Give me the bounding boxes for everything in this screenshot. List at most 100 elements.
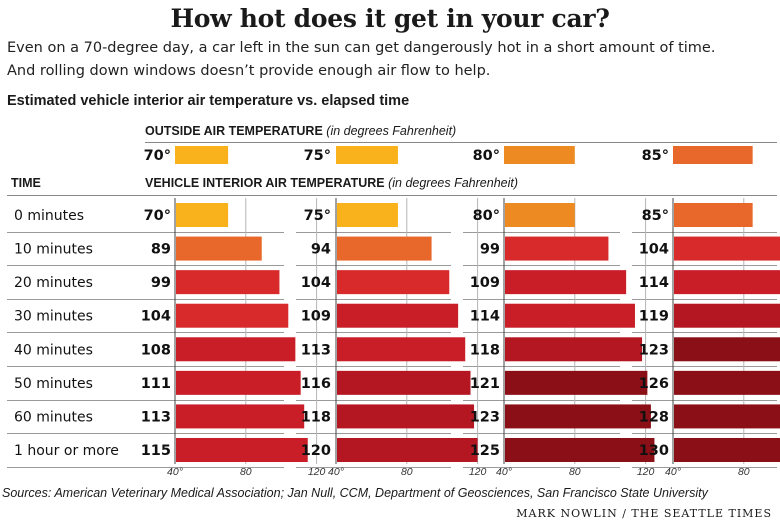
interior-temp-value: 128 bbox=[639, 409, 669, 425]
interior-temp-bar bbox=[337, 337, 466, 362]
interior-temp-value: 99 bbox=[151, 275, 171, 291]
time-label: 10 minutes bbox=[14, 242, 93, 258]
outside-temp-value: 70° bbox=[144, 148, 171, 164]
outside-temp-swatch bbox=[336, 146, 398, 164]
interior-temp-bar bbox=[505, 437, 655, 462]
interior-temp-bar bbox=[674, 404, 780, 429]
tick-label: 80 bbox=[738, 466, 750, 478]
subtitle-line-2: And rolling down windows doesn’t provide… bbox=[7, 63, 491, 79]
interior-temp-value: 89 bbox=[151, 242, 171, 258]
interior-temp-bar bbox=[337, 303, 459, 328]
credit-line: MARK NOWLIN / THE SEATTLE TIMES bbox=[516, 507, 772, 520]
interior-temp-value: 104 bbox=[639, 242, 669, 258]
interior-temp-bar bbox=[176, 236, 262, 261]
interior-temp-label: VEHICLE INTERIOR AIR TEMPERATURE bbox=[145, 176, 385, 190]
interior-temp-value: 109 bbox=[301, 309, 331, 325]
page-title: How hot does it get in your car? bbox=[170, 4, 610, 33]
interior-temp-bar bbox=[337, 370, 471, 395]
tick-label: 40° bbox=[328, 466, 344, 478]
interior-temp-heading: VEHICLE INTERIOR AIR TEMPERATURE (in deg… bbox=[145, 176, 518, 190]
subtitle-line-1: Even on a 70-degree day, a car left in t… bbox=[7, 40, 716, 56]
tick-label: 40° bbox=[167, 466, 183, 478]
interior-temp-bar bbox=[176, 203, 229, 227]
interior-temp-bar bbox=[505, 203, 575, 227]
interior-temp-bar bbox=[176, 270, 280, 295]
interior-temp-bar bbox=[505, 236, 609, 261]
time-header: TIME bbox=[11, 176, 41, 190]
interior-temp-value: 113 bbox=[301, 342, 331, 358]
interior-temp-value: 80° bbox=[473, 208, 500, 224]
outside-temp-heading: OUTSIDE AIR TEMPERATURE (in degrees Fahr… bbox=[145, 124, 456, 138]
interior-temp-bar bbox=[176, 303, 289, 328]
time-label: 20 minutes bbox=[14, 275, 93, 291]
interior-temp-bar bbox=[674, 270, 780, 295]
interior-temp-value: 125 bbox=[470, 443, 500, 459]
interior-temp-value: 121 bbox=[470, 376, 500, 392]
interior-temp-bar bbox=[674, 437, 780, 462]
interior-temp-bar bbox=[337, 404, 475, 429]
outside-temp-value: 75° bbox=[304, 148, 331, 164]
interior-temp-value: 94 bbox=[311, 242, 331, 258]
interior-temp-value: 130 bbox=[639, 443, 669, 459]
interior-temp-value: 114 bbox=[470, 309, 500, 325]
interior-temp-bar bbox=[505, 337, 643, 362]
time-label: 60 minutes bbox=[14, 409, 93, 425]
interior-temp-value: 99 bbox=[480, 242, 500, 258]
tick-label: 120 bbox=[469, 466, 487, 478]
outside-divider bbox=[145, 142, 777, 143]
tick-label: 80 bbox=[401, 466, 413, 478]
tick-label: 40° bbox=[496, 466, 512, 478]
interior-temp-value: 111 bbox=[141, 376, 171, 392]
interior-temp-bar bbox=[337, 236, 432, 261]
interior-temp-value: 113 bbox=[141, 409, 171, 425]
interior-temp-bar bbox=[505, 404, 651, 429]
interior-temp-bar bbox=[337, 203, 398, 227]
interior-temp-value: 118 bbox=[301, 409, 331, 425]
time-label: 1 hour or more bbox=[14, 443, 119, 459]
interior-temp-value: 104 bbox=[141, 309, 171, 325]
interior-temp-value: 104 bbox=[301, 275, 331, 291]
interior-temp-unit: (in degrees Fahrenheit) bbox=[388, 176, 519, 190]
tick-label: 40° bbox=[665, 466, 681, 478]
interior-temp-value: 123 bbox=[639, 342, 669, 358]
time-label: 30 minutes bbox=[14, 309, 93, 325]
interior-temp-bar bbox=[176, 437, 308, 462]
interior-temp-bar bbox=[674, 337, 780, 362]
interior-temp-value: 109 bbox=[470, 275, 500, 291]
interior-temp-value: 115 bbox=[141, 443, 171, 459]
interior-temp-bar bbox=[337, 270, 450, 295]
interior-temp-value: 126 bbox=[639, 376, 669, 392]
interior-temp-bar bbox=[176, 337, 296, 362]
interior-temp-value: 119 bbox=[639, 309, 669, 325]
tick-label: 80 bbox=[240, 466, 252, 478]
interior-temp-value: 108 bbox=[141, 342, 171, 358]
tick-label: 80 bbox=[569, 466, 581, 478]
tick-label: 120 bbox=[308, 466, 326, 478]
time-label: 40 minutes bbox=[14, 342, 93, 358]
interior-temp-bar bbox=[505, 270, 627, 295]
interior-temp-bar bbox=[674, 203, 753, 227]
interior-temp-bar bbox=[176, 404, 305, 429]
outside-temp-value: 85° bbox=[642, 148, 669, 164]
interior-temp-bar bbox=[674, 370, 780, 395]
interior-temp-bar bbox=[505, 303, 635, 328]
outside-temp-label: OUTSIDE AIR TEMPERATURE bbox=[145, 124, 323, 138]
interior-temp-value: 75° bbox=[304, 208, 331, 224]
outside-temp-unit: (in degrees Fahrenheit) bbox=[326, 124, 457, 138]
tick-label: 120 bbox=[637, 466, 655, 478]
time-label: 0 minutes bbox=[14, 208, 84, 224]
interior-temp-value: 120 bbox=[301, 443, 331, 459]
interior-temp-bar bbox=[337, 437, 478, 462]
interior-temp-value: 70° bbox=[144, 208, 171, 224]
section-label: Estimated vehicle interior air temperatu… bbox=[7, 93, 410, 109]
interior-temp-value: 116 bbox=[301, 376, 331, 392]
time-label: 50 minutes bbox=[14, 376, 93, 392]
interior-temp-value: 118 bbox=[470, 342, 500, 358]
interior-temp-value: 114 bbox=[639, 275, 669, 291]
interior-divider bbox=[7, 195, 777, 196]
outside-temp-value: 80° bbox=[473, 148, 500, 164]
sources-note: Sources: American Veterinary Medical Ass… bbox=[2, 486, 708, 500]
outside-temp-swatch bbox=[175, 146, 229, 164]
outside-temp-swatch bbox=[504, 146, 575, 164]
